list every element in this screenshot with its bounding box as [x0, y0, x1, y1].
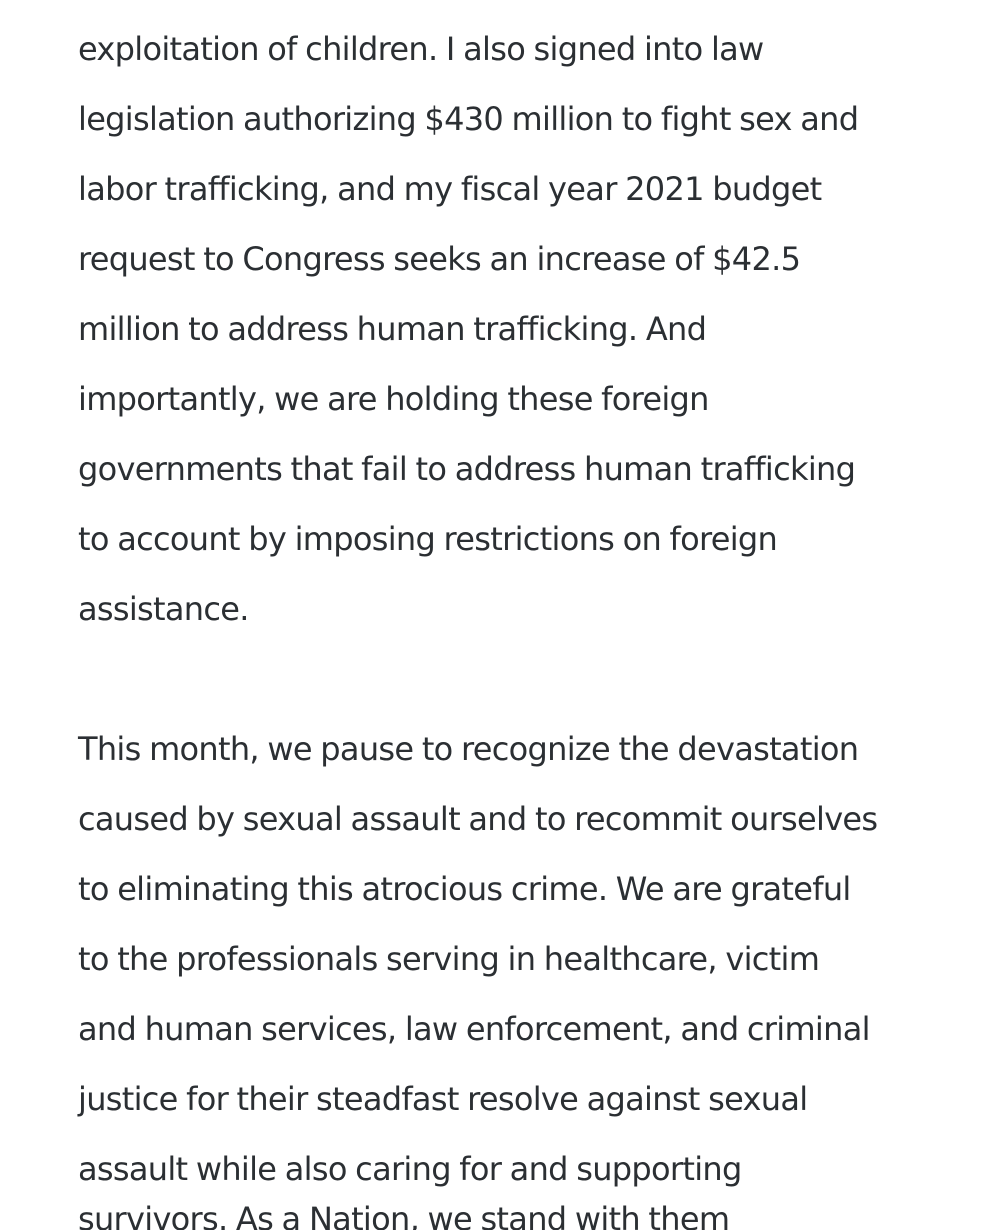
- text-line: to eliminating this atrocious crime. We …: [78, 870, 851, 908]
- text-line: justice for their steadfast resolve agai…: [78, 1080, 808, 1118]
- text-line: legislation authorizing $430 million to …: [78, 100, 859, 138]
- text-line: million to address human trafficking. An…: [78, 310, 707, 348]
- text-line: labor trafficking, and my fiscal year 20…: [78, 170, 822, 208]
- text-line: assault while also caring for and suppor…: [78, 1150, 742, 1188]
- text-line: importantly, we are holding these foreig…: [78, 380, 709, 418]
- paragraph-trafficking: exploitation of children. I also signed …: [78, 14, 958, 644]
- text-line-partial: survivors. As a Nation, we stand with th…: [78, 1200, 730, 1230]
- text-line: exploitation of children. I also signed …: [78, 30, 764, 68]
- text-line: to the professionals serving in healthca…: [78, 940, 820, 978]
- text-line: to account by imposing restrictions on f…: [78, 520, 778, 558]
- paragraph-sexual-assault: This month, we pause to recognize the de…: [78, 714, 958, 1204]
- text-line: assistance.: [78, 590, 249, 628]
- text-line: and human services, law enforcement, and…: [78, 1010, 870, 1048]
- text-line: caused by sexual assault and to recommit…: [78, 800, 878, 838]
- text-line: This month, we pause to recognize the de…: [78, 730, 859, 768]
- text-line: request to Congress seeks an increase of…: [78, 240, 801, 278]
- article-body: exploitation of children. I also signed …: [78, 14, 958, 1204]
- cut-off-text-line: survivors. As a Nation, we stand with th…: [78, 1198, 958, 1230]
- text-line: governments that fail to address human t…: [78, 450, 856, 488]
